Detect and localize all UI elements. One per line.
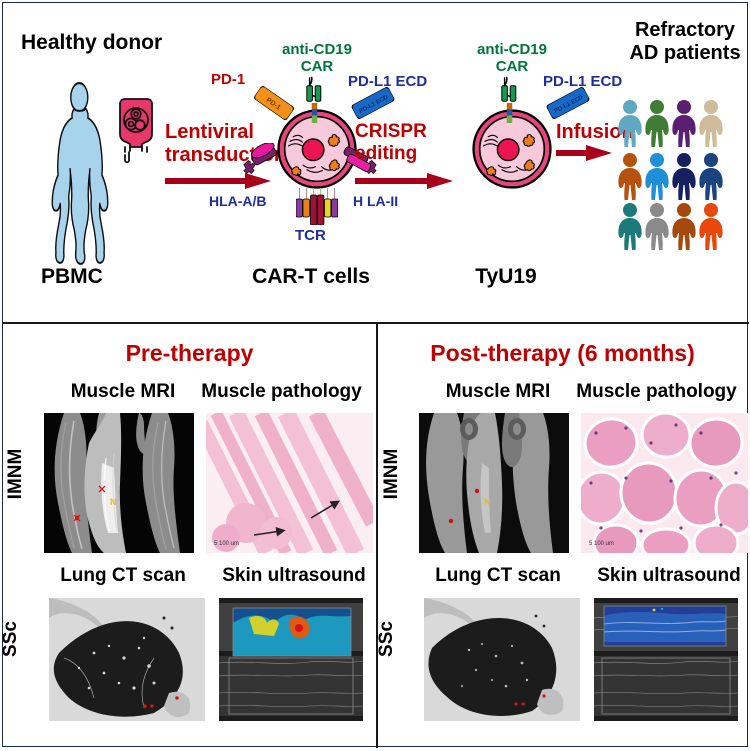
svg-text:N: N — [110, 497, 117, 507]
svg-text:5 100 um: 5 100 um — [214, 541, 239, 547]
svg-text:5 100 um: 5 100 um — [589, 541, 614, 547]
svg-text:N: N — [484, 497, 491, 507]
